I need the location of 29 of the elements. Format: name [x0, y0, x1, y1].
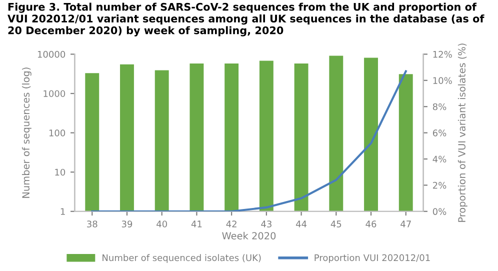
- y-tick-label: 1: [60, 208, 65, 215]
- y2-tick-label: 10%: [433, 77, 452, 84]
- y-tick-label: 1000: [44, 90, 66, 98]
- y2-tick-label: 2%: [432, 182, 446, 189]
- x-tick-label: 45: [330, 220, 342, 228]
- x-tick-label: 40: [156, 220, 167, 228]
- y2-tick-label: 12%: [433, 50, 452, 58]
- y2-tick-label: 0%: [432, 208, 446, 215]
- legend-label: Number of sequenced isolates (UK): [102, 254, 261, 263]
- x-axis-title: Week 2020: [222, 232, 276, 240]
- y2-tick-label: 6%: [432, 130, 446, 136]
- line-series: [91, 70, 407, 212]
- y2-tick-label: 8%: [432, 103, 446, 110]
- y-axis-title: Number of sequences (log): [22, 68, 32, 198]
- legend-label: Proportion VUI 202012/01: [314, 254, 430, 263]
- x-tick-label: 38: [87, 220, 98, 228]
- y-tick-label: 100: [49, 130, 66, 136]
- x-tick-label: 43: [261, 220, 272, 228]
- y2-tick-label: 4%: [432, 156, 446, 163]
- chart-title: Figure 3. Total number of SARS-CoV-2 sequences from the UK and proportion of VUI 202012/01 variant sequences among all UK sequences in the database (as of 20 December 2020) by week of sampling, 2020: [8, 2, 484, 36]
- y2-axis-title: Proportion of VUI variant isolates (%): [458, 44, 468, 222]
- x-tick-label: 44: [296, 220, 307, 228]
- y-tick-label: 10: [55, 168, 66, 176]
- x-tick-label: 46: [366, 220, 376, 228]
- x-tick-label: 39: [122, 220, 132, 228]
- y-tick-label: 10000: [38, 50, 66, 58]
- x-tick-label: 41: [191, 220, 202, 228]
- x-tick-label: 47: [400, 220, 411, 228]
- x-tick-label: 42: [226, 220, 236, 228]
